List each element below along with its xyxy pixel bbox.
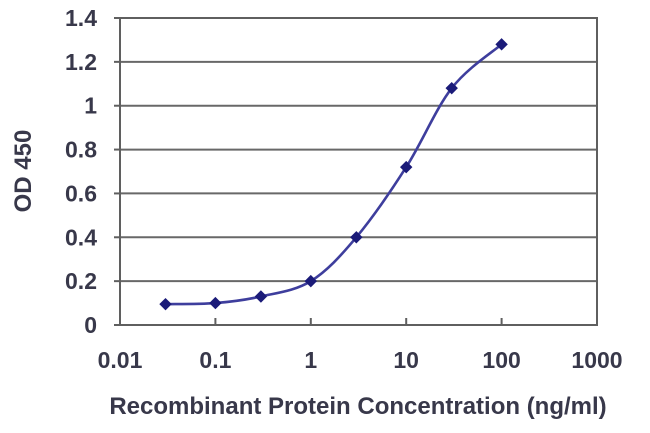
- x-tick-label: 100: [482, 347, 520, 373]
- data-point-marker: [304, 274, 318, 288]
- y-tick-label: 1: [84, 93, 97, 119]
- x-tick-label: 1000: [571, 347, 622, 373]
- data-point-marker: [495, 38, 508, 51]
- x-tick-label: 0.01: [98, 347, 143, 373]
- data-point-marker: [159, 297, 172, 311]
- y-tick-label: 1.2: [65, 49, 97, 75]
- y-tick-label: 0.2: [65, 268, 97, 294]
- data-point-marker: [254, 290, 268, 303]
- y-tick-label: 0: [84, 312, 97, 338]
- y-tick-label: 0.4: [65, 224, 97, 250]
- y-tick-label: 0.6: [65, 180, 97, 206]
- data-point-marker: [445, 81, 458, 95]
- x-axis-title: Recombinant Protein Concentration (ng/ml…: [109, 393, 607, 420]
- data-point-marker: [399, 160, 413, 174]
- y-tick-label: 0.8: [65, 137, 97, 163]
- data-point-marker: [209, 296, 222, 310]
- y-axis-title: OD 450: [10, 129, 37, 213]
- x-tick-label: 1: [304, 347, 317, 373]
- x-tick-label: 0.1: [199, 347, 231, 373]
- plot-border: [119, 17, 598, 326]
- x-tick-label: 10: [393, 347, 419, 373]
- data-point-marker: [350, 231, 363, 244]
- y-tick-label: 1.4: [65, 5, 97, 31]
